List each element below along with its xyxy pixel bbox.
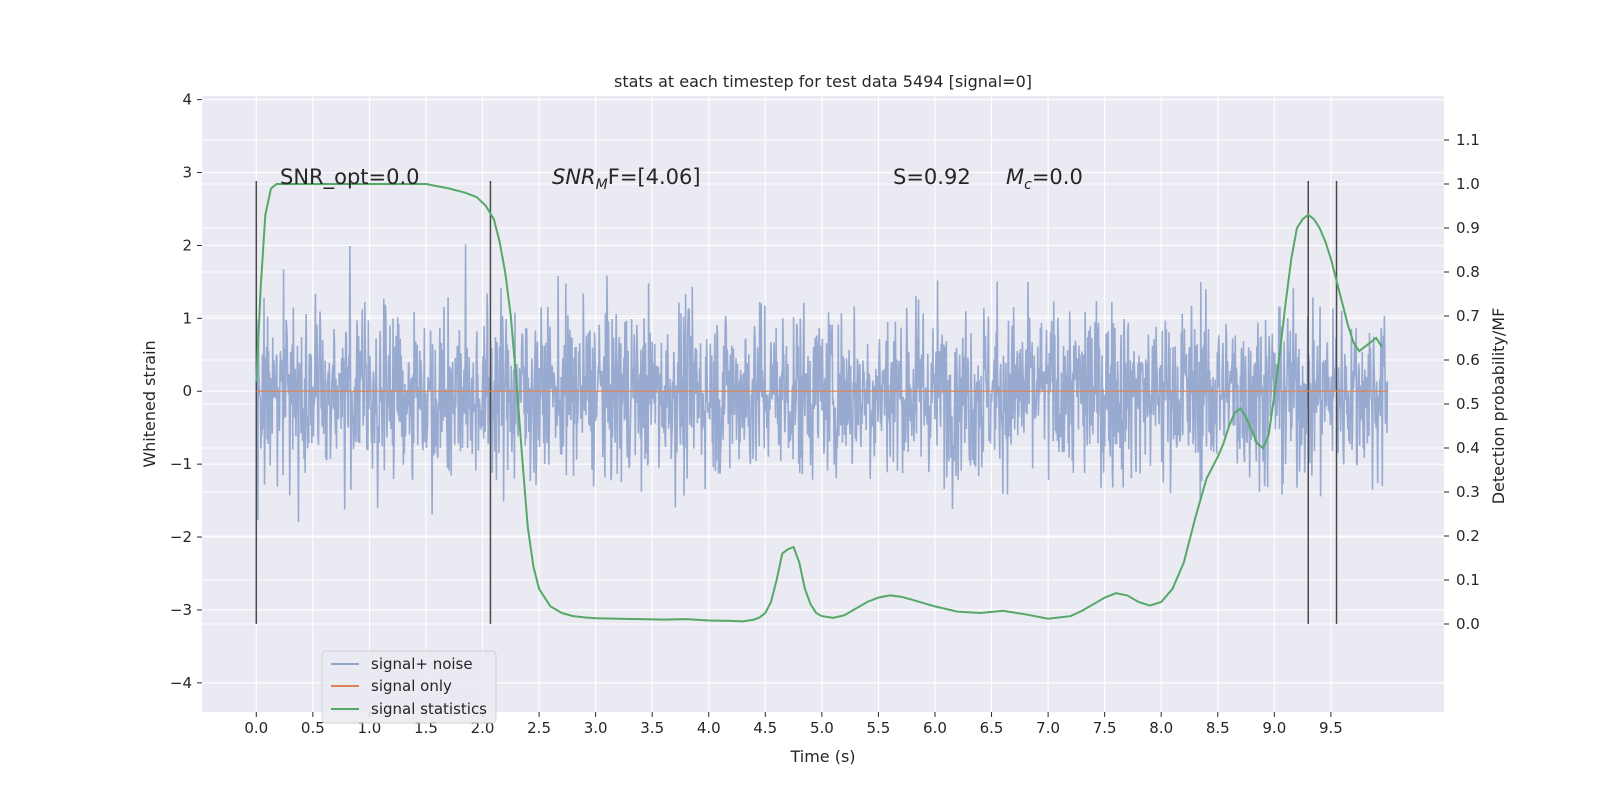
x-tick-label: 8.0 [1149,719,1173,737]
x-tick-labels: 0.0 0.5 1.0 1.5 2.0 2.5 3.0 3.5 4.0 4.5 5.0 5.5 6.0 6… [244,712,1343,737]
y-tick-label: 0 [182,382,192,400]
legend-label-signal-noise: signal+ noise [371,655,473,673]
y2-tick-label: 0.7 [1456,307,1480,325]
legend-label-signal-only: signal only [371,677,452,695]
y-tick-label: −2 [170,528,192,546]
y-tick-label: −4 [170,674,192,692]
x-tick-label: 7.0 [1036,719,1060,737]
signal-noise-line [255,244,1389,523]
x-tick-label: 7.5 [1093,719,1117,737]
annotation-s-value: S=0.92 [893,165,971,189]
annotation-mc-prefix: M [1006,165,1024,189]
x-tick-label: 5.5 [866,719,890,737]
annotation-snr-opt: SNR_opt=0.0 [280,165,420,190]
y2-tick-label: 0.6 [1456,351,1480,369]
x-tick-label: 3.5 [640,719,664,737]
annotation-mc: Mc=0.0 [1006,165,1083,193]
x-axis-label: Time (s) [789,747,855,766]
y-tick-label: −1 [170,455,192,473]
y2-tick-label: 1.1 [1456,131,1480,149]
y-tick-labels: 4 3 2 1 0 −1 −2 −3 −4 [170,91,202,692]
signal-statistics-line [255,183,1383,623]
chart-title: stats at each timestep for test data 549… [614,72,1032,91]
annotation-mc-sub: c [1024,177,1032,193]
annotations: SNR_opt=0.0 SNRMF=[4.06] S=0.92 Mc=0.0 [280,165,1083,193]
y2-tick-label: 0.5 [1456,395,1480,413]
vertical-markers [255,181,1338,624]
y2-tick-label: 0.4 [1456,439,1480,457]
y-tick-label: 3 [182,164,192,182]
x-tick-label: 3.0 [584,719,608,737]
y-tick-label: 2 [182,236,192,254]
legend: signal+ noise signal only signal statist… [321,650,497,724]
y-grid [202,99,1444,684]
annotation-snr-mf-prefix: SNR [552,165,596,189]
y2-tick-labels: 1.1 1.0 0.9 0.8 0.7 0.6 0.5 0.4 0.3 0.2 0.1 0.0 [1444,131,1480,633]
y-axis-label: Whitened strain [140,340,159,467]
x-tick-label: 0.0 [244,719,268,737]
y-tick-label: 4 [182,91,192,109]
x-tick-label: 4.5 [753,719,777,737]
y2-axis-label: Detection probability/MF [1489,308,1508,505]
x-tick-label: 0.5 [301,719,325,737]
y2-tick-label: 0.8 [1456,263,1480,281]
y-tick-label: 1 [182,309,192,327]
annotation-snr-mf-sub: M [596,177,608,193]
y2-tick-label: 0.9 [1456,219,1480,237]
annotation-mc-suffix: =0.0 [1032,165,1083,189]
annotation-snr-mf: SNRMF=[4.06] [552,165,701,193]
y2-tick-label: 0.1 [1456,571,1480,589]
x-tick-label: 6.0 [923,719,947,737]
y2-tick-label: 0.3 [1456,483,1480,501]
legend-box [321,650,497,724]
series-signal-noise [255,244,1389,523]
x-tick-label: 2.5 [527,719,551,737]
x-tick-label: 5.0 [810,719,834,737]
y2-tick-label: 0.2 [1456,527,1480,545]
y2-tick-label: 1.0 [1456,175,1480,193]
x-tick-label: 4.0 [697,719,721,737]
x-tick-label: 9.0 [1262,719,1286,737]
legend-label-signal-statistics: signal statistics [371,700,487,718]
annotation-snr-mf-suffix: F=[4.06] [608,165,701,189]
y-tick-label: −3 [170,601,192,619]
y2-tick-label: 0.0 [1456,615,1480,633]
x-tick-label: 8.5 [1206,719,1230,737]
x-tick-label: 6.5 [980,719,1004,737]
series-signal-statistics [255,183,1383,623]
x-tick-label: 9.5 [1319,719,1343,737]
